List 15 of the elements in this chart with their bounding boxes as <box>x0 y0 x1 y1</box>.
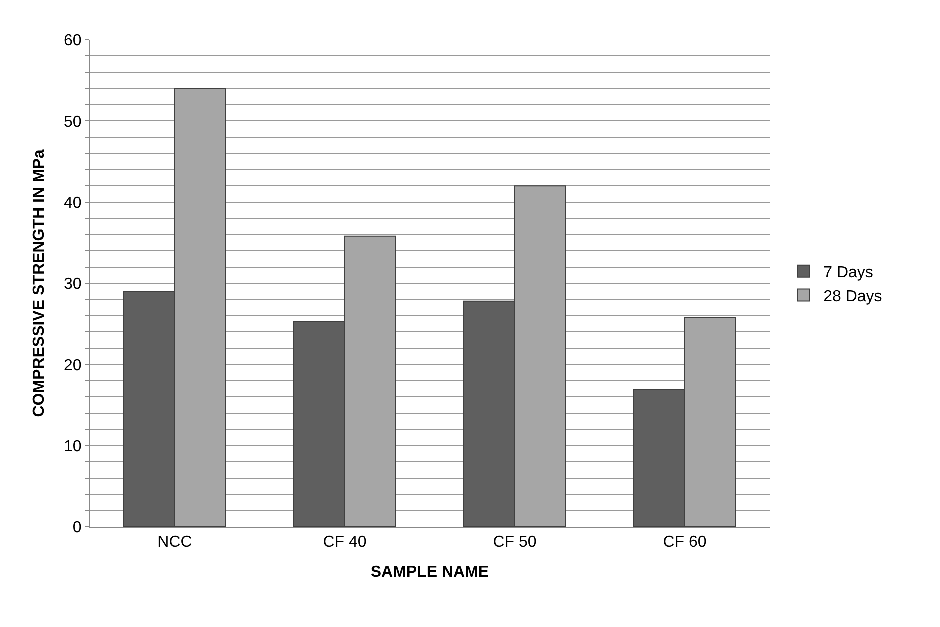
y-tick-label: 60 <box>64 32 82 50</box>
x-tick-label: CF 50 <box>493 534 537 552</box>
y-tick-label: 50 <box>64 114 82 131</box>
y-axis-title: COMPRESSIVE STRENGTH IN MPa <box>30 150 48 418</box>
x-tick-label: CF 60 <box>663 534 707 552</box>
x-tick-label: CF 40 <box>323 534 367 552</box>
legend-label: 7 Days <box>824 264 874 282</box>
y-tick-label: 0 <box>72 520 82 537</box>
y-tick-label: 40 <box>64 194 82 212</box>
y-tick-label: 10 <box>64 438 82 456</box>
legend-label: 28 Days <box>824 288 882 306</box>
y-tick-label: 30 <box>64 276 82 294</box>
x-tick-label: NCC <box>158 534 192 552</box>
x-axis-title: SAMPLE NAME <box>370 564 490 581</box>
y-tick-label: 20 <box>64 357 82 374</box>
